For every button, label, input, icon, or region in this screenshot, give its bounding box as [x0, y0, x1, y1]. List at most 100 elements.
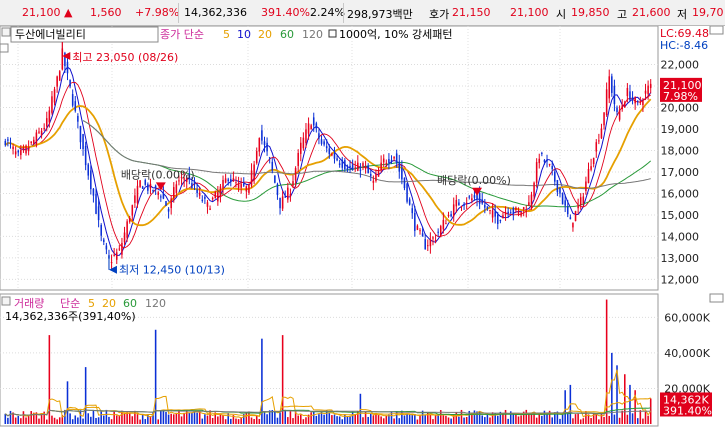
- candle: [587, 162, 590, 184]
- volume-bar: [232, 415, 235, 424]
- volume-bar: [421, 410, 424, 424]
- volume-bar: [45, 419, 48, 424]
- candle: [165, 200, 167, 206]
- volume-bar: [419, 415, 421, 424]
- volume-bar: [354, 414, 356, 424]
- volume-bar: [92, 410, 95, 424]
- volume-bar: [51, 415, 53, 424]
- volume-bar: [20, 418, 22, 424]
- volume-bar: [393, 418, 395, 424]
- price-tick-label: 14,000: [661, 230, 700, 243]
- candle: [346, 164, 349, 173]
- candle: [123, 226, 126, 245]
- volume-bar: [385, 415, 388, 424]
- candle: [528, 195, 530, 207]
- volume-bar: [577, 413, 579, 424]
- candle: [507, 207, 509, 219]
- volume-bar: [318, 414, 320, 424]
- candle: [600, 123, 603, 139]
- candle: [535, 158, 538, 188]
- candle: [287, 182, 289, 203]
- pane-maximize-icon[interactable]: [709, 26, 724, 35]
- volume-bar: [4, 413, 7, 424]
- volume-bar: [481, 415, 484, 424]
- volume-bar: [551, 417, 553, 424]
- candle: [25, 144, 27, 156]
- volume-bar: [71, 419, 74, 424]
- volume-bar: [595, 413, 598, 424]
- volume-bar: [56, 419, 58, 424]
- candle: [58, 70, 61, 82]
- volume-bar: [608, 415, 611, 424]
- candle: [232, 171, 235, 182]
- current-price: 21,100: [22, 6, 61, 19]
- volume-bar: [255, 415, 258, 424]
- volume-bar: [530, 413, 533, 424]
- ask-price-2: 21,100: [510, 6, 549, 19]
- volume-bar: [230, 418, 232, 424]
- current-price-tag: 21,100 7.98%: [660, 77, 702, 103]
- volume-bar: [206, 415, 209, 424]
- candle: [255, 147, 258, 165]
- volume-bar: [209, 410, 211, 424]
- volume-bar: [217, 416, 219, 424]
- candle: [649, 79, 652, 94]
- pane-collapse-icon[interactable]: [0, 43, 9, 53]
- candle: [110, 254, 113, 271]
- volume-bar: [600, 414, 603, 424]
- candle: [196, 183, 198, 198]
- volume-bar: [160, 410, 162, 424]
- volume-bar: [647, 415, 649, 424]
- candle: [139, 180, 141, 188]
- volume-bar: [458, 416, 460, 424]
- volume-bar: [639, 410, 642, 424]
- stock-name-box[interactable]: [10, 26, 159, 43]
- volume-bar: [105, 409, 108, 424]
- volume-bar: [331, 415, 333, 424]
- pane-menu-icon[interactable]: [1, 27, 11, 37]
- volume-bar: [53, 417, 56, 424]
- volume-bar: [79, 410, 82, 424]
- ma-60-line: [82, 120, 652, 208]
- candle: [556, 179, 559, 197]
- volume-bar: [442, 415, 445, 424]
- current-price-label: 21,100: [663, 79, 702, 92]
- volume-bar: [554, 412, 556, 424]
- candle: [33, 136, 35, 146]
- volume-bar: [38, 418, 40, 424]
- candle: [574, 210, 577, 222]
- candle: [152, 189, 154, 194]
- divider: [343, 3, 344, 23]
- candle: [12, 143, 14, 155]
- candle: [351, 159, 354, 171]
- price-change: 1,560: [90, 6, 122, 19]
- volume-bar: [165, 412, 167, 424]
- volume-bar: [631, 413, 634, 424]
- volume-bar: [214, 412, 217, 424]
- pattern-checkbox[interactable]: [328, 29, 337, 38]
- volume-bar: [369, 413, 372, 424]
- volume-bar: [525, 409, 528, 424]
- candle: [14, 146, 17, 158]
- candle: [631, 91, 634, 105]
- candle: [48, 106, 51, 128]
- candle: [616, 105, 618, 116]
- candle: [349, 160, 351, 173]
- svg-text:배당락(0.00%): 배당락(0.00%): [121, 168, 195, 181]
- volume-legend-prefix: 단순: [60, 297, 80, 310]
- volume-bar: [401, 410, 403, 424]
- candle: [74, 95, 77, 113]
- candle: [369, 169, 372, 182]
- volume-bar: [157, 419, 160, 424]
- volume-bar: [307, 414, 310, 424]
- volume-pane-maximize-icon[interactable]: [709, 293, 724, 303]
- volume-bar: [222, 415, 224, 424]
- volume-bar: [582, 418, 585, 424]
- candle: [35, 129, 38, 148]
- divider: [178, 3, 179, 23]
- volume-pane-menu-icon[interactable]: [1, 296, 11, 306]
- candle: [624, 100, 626, 108]
- candle: [157, 190, 160, 200]
- candle: [566, 199, 569, 218]
- candle: [598, 133, 600, 145]
